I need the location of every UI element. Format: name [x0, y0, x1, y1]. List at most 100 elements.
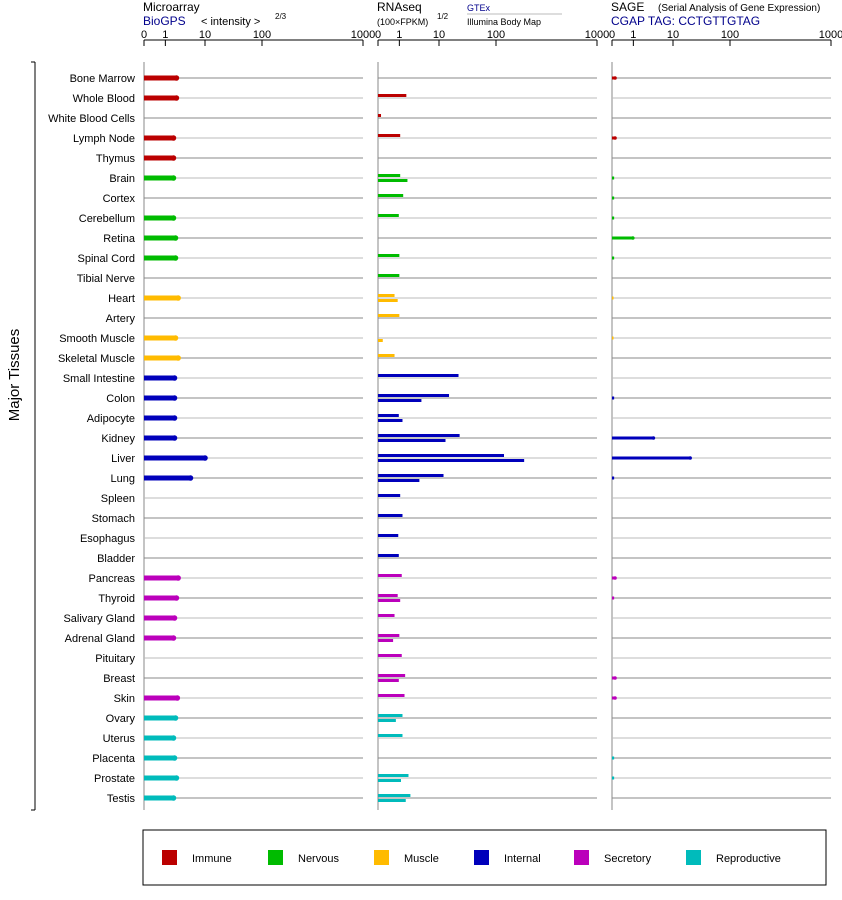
microarray-bar-cap-prostate: [173, 775, 180, 781]
rnaseq_gtex-bar-adrenal-gland: [378, 634, 400, 637]
tissue-label-white-blood-cells: White Blood Cells: [48, 113, 135, 125]
microarray-bar-lymph-node: [144, 135, 174, 141]
microarray-bar-cerebellum: [144, 215, 174, 221]
rnaseq_gtex-bar-tibial-nerve: [378, 274, 400, 277]
microarray-bar-cap-thymus: [170, 155, 177, 161]
tissue-label-adipocyte: Adipocyte: [87, 413, 135, 425]
tissue-label-small-intestine: Small Intestine: [63, 373, 135, 385]
microarray-bar-spinal-cord: [144, 255, 176, 261]
microarray-bar-uterus: [144, 735, 174, 741]
sage-title: SAGE: [611, 0, 644, 14]
sage-bar-thyroid: [612, 596, 615, 600]
rnaseq-title: RNAseq: [377, 0, 422, 14]
microarray-bar-skeletal-muscle: [144, 355, 179, 361]
sage-subtitle: (Serial Analysis of Gene Expression): [658, 3, 820, 14]
tissue-label-lymph-node: Lymph Node: [73, 133, 135, 145]
sage-bar-cap-breast: [613, 676, 617, 680]
tissue-label-spinal-cord: Spinal Cord: [78, 253, 135, 265]
rnaseq_bodymap-bar-lung: [378, 479, 420, 482]
rnaseq_gtex-bar-spinal-cord: [378, 254, 400, 257]
legend-swatch-secretory: [574, 850, 589, 865]
microarray-source: BioGPS: [143, 14, 186, 28]
microarray-bar-placenta: [144, 755, 175, 761]
tissue-label-colon: Colon: [106, 393, 135, 405]
microarray-bar-adipocyte: [144, 415, 175, 421]
legend-label-immune: Immune: [192, 853, 232, 865]
rnaseq_bodymap-bar-smooth-muscle: [378, 339, 383, 342]
tissue-label-liver: Liver: [111, 453, 135, 465]
sage-bar-lung: [612, 476, 615, 480]
microarray-bar-retina: [144, 235, 176, 241]
microarray-tick-label-100: 100: [253, 29, 271, 41]
sage-bar-cap-skin: [613, 696, 617, 700]
microarray-bar-cap-pancreas: [175, 575, 181, 581]
tissue-label-esophagus: Esophagus: [80, 533, 136, 545]
rnaseq-tick-label-10: 10: [433, 29, 445, 41]
microarray-bar-adrenal-gland: [144, 635, 174, 641]
tissue-label-bladder: Bladder: [97, 553, 135, 565]
rnaseq_bodymap-bar-adrenal-gland: [378, 639, 394, 642]
microarray-bar-smooth-muscle: [144, 335, 176, 341]
rnaseq_bodymap-bar-liver: [378, 459, 525, 462]
microarray-tick-label-1000: 1000: [351, 29, 375, 41]
sage-bar-cortex: [612, 196, 615, 200]
legend-label-muscle: Muscle: [404, 853, 439, 865]
tissue-labels: Bone Marrow Whole Blood White Blood Cells L…: [48, 73, 136, 805]
tissue-label-placenta: Placenta: [92, 753, 136, 765]
sage-bar-cerebellum: [612, 216, 615, 220]
microarray-tick-label-1: 1: [162, 29, 168, 41]
microarray-bar-prostate: [144, 775, 177, 781]
tissue-label-whole-blood: Whole Blood: [73, 93, 135, 105]
microarray-bar-cap-colon: [171, 395, 178, 401]
sage-bar-heart: [612, 296, 614, 300]
panel-sage: 0 1 10 100 1000: [609, 29, 842, 810]
microarray-bar-cap-adipocyte: [171, 415, 178, 421]
rnaseq_gtex-bar-pancreas: [378, 574, 402, 577]
sage-bar-retina: [612, 236, 633, 240]
tissue-label-prostate: Prostate: [94, 773, 135, 785]
tissue-label-ovary: Ovary: [106, 713, 136, 725]
tissue-label-cortex: Cortex: [103, 193, 136, 205]
sage-bar-cap-retina: [631, 236, 635, 240]
microarray-bar-cap-brain: [170, 175, 177, 181]
microarray-bar-cap-smooth-muscle: [172, 335, 179, 341]
rnaseq-tick-label-1000: 1000: [585, 29, 609, 41]
rnaseq_gtex-bar-breast: [378, 674, 406, 677]
rnaseq_bodymap-bar-ovary: [378, 719, 396, 722]
legend: Immune Nervous Muscle Internal Secretory Repr…: [142, 829, 827, 886]
rnaseq_bodymap-bar-prostate: [378, 779, 401, 782]
sage-bar-cap-liver: [688, 456, 692, 460]
rnaseq_gtex-bar-spleen: [378, 494, 401, 497]
microarray-bar-salivary-gland: [144, 615, 175, 621]
panel-headers: Microarray BioGPS < intensity > 2/3 RNAs…: [143, 0, 820, 28]
microarray-bar-cap-uterus: [170, 735, 177, 741]
microarray-units: < intensity >: [201, 16, 260, 28]
tissue-label-brain: Brain: [109, 173, 135, 185]
rnaseq_gtex-bar-small-intestine: [378, 374, 459, 377]
rnaseq_gtex-bar-uterus: [378, 734, 403, 737]
microarray-bar-ovary: [144, 715, 176, 721]
tissue-label-stomach: Stomach: [92, 513, 135, 525]
sage-bar-cap-bone-marrow: [613, 76, 617, 80]
microarray-bar-skin: [144, 695, 178, 701]
sage-bar-cap-pancreas: [613, 576, 617, 580]
rnaseq_bodymap-bar-heart: [378, 299, 398, 302]
sage-tick-label-1: 1: [630, 29, 636, 41]
microarray-bar-cap-testis: [170, 795, 177, 801]
rnaseq_gtex-bar-testis: [378, 794, 411, 797]
microarray-bar-small-intestine: [144, 375, 175, 381]
tissue-label-lung: Lung: [111, 473, 135, 485]
tissue-label-skin: Skin: [114, 693, 135, 705]
rnaseq-exponent: 1/2: [437, 12, 449, 21]
legend-swatch-nervous: [268, 850, 283, 865]
rnaseq_gtex-bar-stomach: [378, 514, 403, 517]
legend-swatch-internal: [474, 850, 489, 865]
tissue-label-cerebellum: Cerebellum: [79, 213, 135, 225]
microarray-bar-whole-blood: [144, 95, 177, 101]
tissue-label-thyroid: Thyroid: [98, 593, 135, 605]
tissue-label-skeletal-muscle: Skeletal Muscle: [58, 353, 135, 365]
microarray-bar-cap-skin: [174, 695, 181, 701]
major-tissues-label: Major Tissues: [6, 329, 23, 422]
rnaseq-units: (100×FPKM): [377, 17, 428, 27]
rnaseq_gtex-bar-artery: [378, 314, 400, 317]
